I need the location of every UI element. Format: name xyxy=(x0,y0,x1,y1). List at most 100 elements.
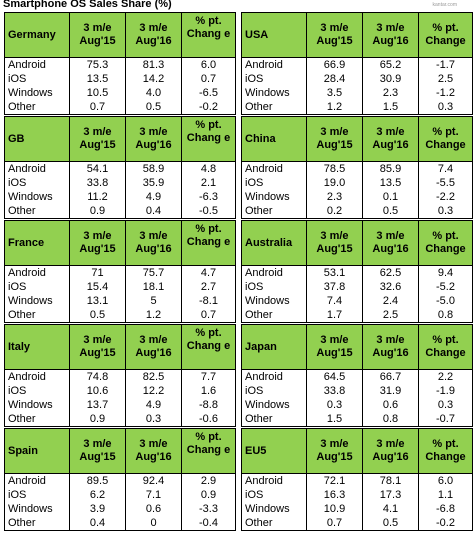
region-table-spain: Spain 3 m/e Aug'15 3 m/e Aug'16% pt. Chang… xyxy=(4,428,236,531)
value-change: -8.1 xyxy=(181,294,236,308)
header-change: % pt. Change xyxy=(418,324,473,370)
value-aug16: 4.9 xyxy=(125,190,182,204)
header-aug15: 3 m/e Aug'15 xyxy=(69,116,126,162)
value-aug16: 4.1 xyxy=(362,502,419,516)
sales-table: China 3 m/e Aug'15 3 m/e Aug'16% pt. Chang… xyxy=(241,116,473,219)
os-label: Android xyxy=(241,161,307,176)
header-aug16: 3 m/e Aug'16 xyxy=(125,12,182,58)
region-name: China xyxy=(241,116,307,162)
os-label: Windows xyxy=(241,190,307,204)
value-change: -0.2 xyxy=(418,516,473,531)
table-row: Windows 10.9 4.1 -6.8 xyxy=(241,502,473,516)
sales-table: EU5 3 m/e Aug'15 3 m/e Aug'16% pt. Change A… xyxy=(241,428,473,531)
table-row: iOS 28.4 30.9 2.5 xyxy=(241,72,473,86)
value-aug15: 33.8 xyxy=(306,384,363,398)
table-row: iOS 33.8 31.9 -1.9 xyxy=(241,384,473,398)
region-table-australia: Australia 3 m/e Aug'15 3 m/e Aug'16% pt. C… xyxy=(241,220,473,323)
os-label: Windows xyxy=(241,398,307,412)
sales-table: Italy 3 m/e Aug'15 3 m/e Aug'16% pt. Chang… xyxy=(4,324,236,427)
value-change: 4.7 xyxy=(181,265,236,280)
value-aug15: 13.5 xyxy=(69,72,126,86)
value-aug15: 75.3 xyxy=(69,57,126,72)
value-aug16: 5 xyxy=(125,294,182,308)
os-label: iOS xyxy=(241,280,307,294)
os-label: Other xyxy=(4,100,70,115)
region-table-france: France 3 m/e Aug'15 3 m/e Aug'16% pt. Chan… xyxy=(4,220,236,323)
value-aug16: 78.1 xyxy=(362,473,419,488)
value-change: 9.4 xyxy=(418,265,473,280)
value-aug16: 0.5 xyxy=(362,516,419,531)
value-change: 2.7 xyxy=(181,280,236,294)
value-change: -3.3 xyxy=(181,502,236,516)
table-row: Other 0.9 0.3 -0.6 xyxy=(4,412,236,427)
table-row: Windows 3.9 0.6 -3.3 xyxy=(4,502,236,516)
os-label: iOS xyxy=(241,72,307,86)
os-label: Other xyxy=(241,204,307,219)
value-aug16: 0.1 xyxy=(362,190,419,204)
value-aug16: 2.4 xyxy=(362,294,419,308)
os-label: iOS xyxy=(4,72,70,86)
value-aug16: 2.5 xyxy=(362,308,419,323)
value-aug15: 64.5 xyxy=(306,369,363,384)
header-aug15: 3 m/e Aug'15 xyxy=(69,220,126,266)
os-label: Android xyxy=(4,161,70,176)
header-change: % pt. Chang e xyxy=(181,324,236,370)
region-name: Japan xyxy=(241,324,307,370)
value-change: 1.1 xyxy=(418,488,473,502)
header-aug15: 3 m/e Aug'15 xyxy=(69,428,126,474)
value-change: -5.5 xyxy=(418,176,473,190)
value-aug16: 2.3 xyxy=(362,86,419,100)
value-change: -1.9 xyxy=(418,384,473,398)
value-aug15: 2.3 xyxy=(306,190,363,204)
value-aug16: 0.6 xyxy=(125,502,182,516)
table-row: iOS 16.3 17.3 1.1 xyxy=(241,488,473,502)
value-aug16: 31.9 xyxy=(362,384,419,398)
table-row: Other 1.5 0.8 -0.7 xyxy=(241,412,473,427)
value-change: -0.6 xyxy=(181,412,236,427)
value-aug16: 1.5 xyxy=(362,100,419,115)
value-aug15: 3.9 xyxy=(69,502,126,516)
os-label: iOS xyxy=(4,280,70,294)
value-aug15: 78.5 xyxy=(306,161,363,176)
table-row: Other 0.9 0.4 -0.5 xyxy=(4,204,236,219)
value-change: 6.0 xyxy=(418,473,473,488)
table-row: iOS 15.4 18.1 2.7 xyxy=(4,280,236,294)
value-change: -0.4 xyxy=(181,516,236,531)
table-row: Other 0.7 0.5 -0.2 xyxy=(4,100,236,115)
table-row: iOS 10.6 12.2 1.6 xyxy=(4,384,236,398)
value-change: 4.8 xyxy=(181,161,236,176)
value-aug15: 74.8 xyxy=(69,369,126,384)
os-label: Other xyxy=(4,204,70,219)
region-name: Germany xyxy=(4,12,70,58)
sales-table: USA 3 m/e Aug'15 3 m/e Aug'16% pt. Change A… xyxy=(241,12,473,115)
value-aug15: 1.2 xyxy=(306,100,363,115)
value-aug15: 6.2 xyxy=(69,488,126,502)
os-label: Android xyxy=(241,473,307,488)
sales-table: Japan 3 m/e Aug'15 3 m/e Aug'16% pt. Chang… xyxy=(241,324,473,427)
region-name: Italy xyxy=(4,324,70,370)
value-change: -6.3 xyxy=(181,190,236,204)
value-aug16: 1.2 xyxy=(125,308,182,323)
table-row: Android 64.5 66.7 2.2 xyxy=(241,369,473,384)
value-change: 0.7 xyxy=(181,72,236,86)
os-label: Windows xyxy=(4,398,70,412)
value-aug16: 0.4 xyxy=(125,204,182,219)
value-aug16: 82.5 xyxy=(125,369,182,384)
table-row: Android 75.3 81.3 6.0 xyxy=(4,57,236,72)
value-aug15: 0.7 xyxy=(306,516,363,531)
table-row: Windows 7.4 2.4 -5.0 xyxy=(241,294,473,308)
value-aug15: 53.1 xyxy=(306,265,363,280)
header-aug16: 3 m/e Aug'16 xyxy=(362,116,419,162)
header-change: % pt. Chang e xyxy=(181,220,236,266)
value-aug16: 58.9 xyxy=(125,161,182,176)
os-label: Windows xyxy=(4,86,70,100)
page-title: Smartphone OS Sales Share (%) xyxy=(3,0,172,10)
region-table-eu5: EU5 3 m/e Aug'15 3 m/e Aug'16% pt. Change A… xyxy=(241,428,473,531)
os-label: Android xyxy=(241,57,307,72)
sales-table: Germany 3 m/e Aug'15 3 m/e Aug'16% pt. Cha… xyxy=(4,12,236,115)
value-change: 0.9 xyxy=(181,488,236,502)
table-row: Android 53.1 62.5 9.4 xyxy=(241,265,473,280)
value-aug15: 1.5 xyxy=(306,412,363,427)
value-change: -1.2 xyxy=(418,86,473,100)
value-change: -1.7 xyxy=(418,57,473,72)
